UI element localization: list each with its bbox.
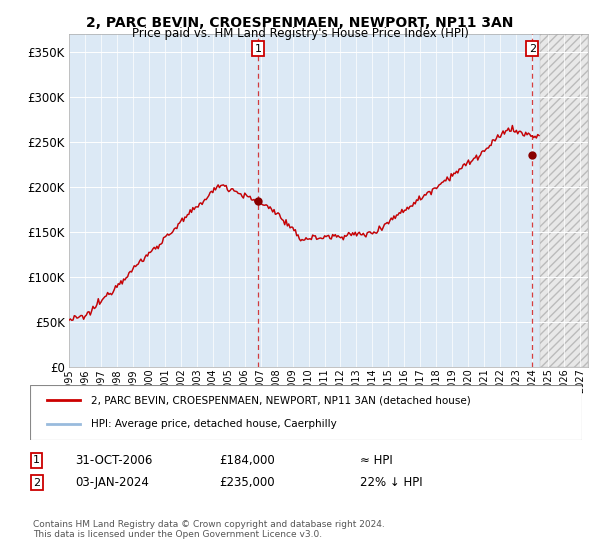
Text: £235,000: £235,000 xyxy=(219,476,275,489)
Text: Price paid vs. HM Land Registry's House Price Index (HPI): Price paid vs. HM Land Registry's House … xyxy=(131,27,469,40)
Text: 1: 1 xyxy=(33,455,40,465)
Text: 1: 1 xyxy=(254,44,262,54)
Text: Contains HM Land Registry data © Crown copyright and database right 2024.
This d: Contains HM Land Registry data © Crown c… xyxy=(33,520,385,539)
Text: 2: 2 xyxy=(33,478,40,488)
Bar xyxy=(540,34,588,367)
Text: 22% ↓ HPI: 22% ↓ HPI xyxy=(360,476,422,489)
Text: 03-JAN-2024: 03-JAN-2024 xyxy=(75,476,149,489)
Text: 2: 2 xyxy=(529,44,536,54)
Text: ≈ HPI: ≈ HPI xyxy=(360,454,393,467)
FancyBboxPatch shape xyxy=(30,385,582,440)
Text: HPI: Average price, detached house, Caerphilly: HPI: Average price, detached house, Caer… xyxy=(91,419,337,429)
Bar xyxy=(540,34,588,367)
Text: 2, PARC BEVIN, CROESPENMAEN, NEWPORT, NP11 3AN: 2, PARC BEVIN, CROESPENMAEN, NEWPORT, NP… xyxy=(86,16,514,30)
Text: 2, PARC BEVIN, CROESPENMAEN, NEWPORT, NP11 3AN (detached house): 2, PARC BEVIN, CROESPENMAEN, NEWPORT, NP… xyxy=(91,395,470,405)
Text: £184,000: £184,000 xyxy=(219,454,275,467)
Text: 31-OCT-2006: 31-OCT-2006 xyxy=(75,454,152,467)
